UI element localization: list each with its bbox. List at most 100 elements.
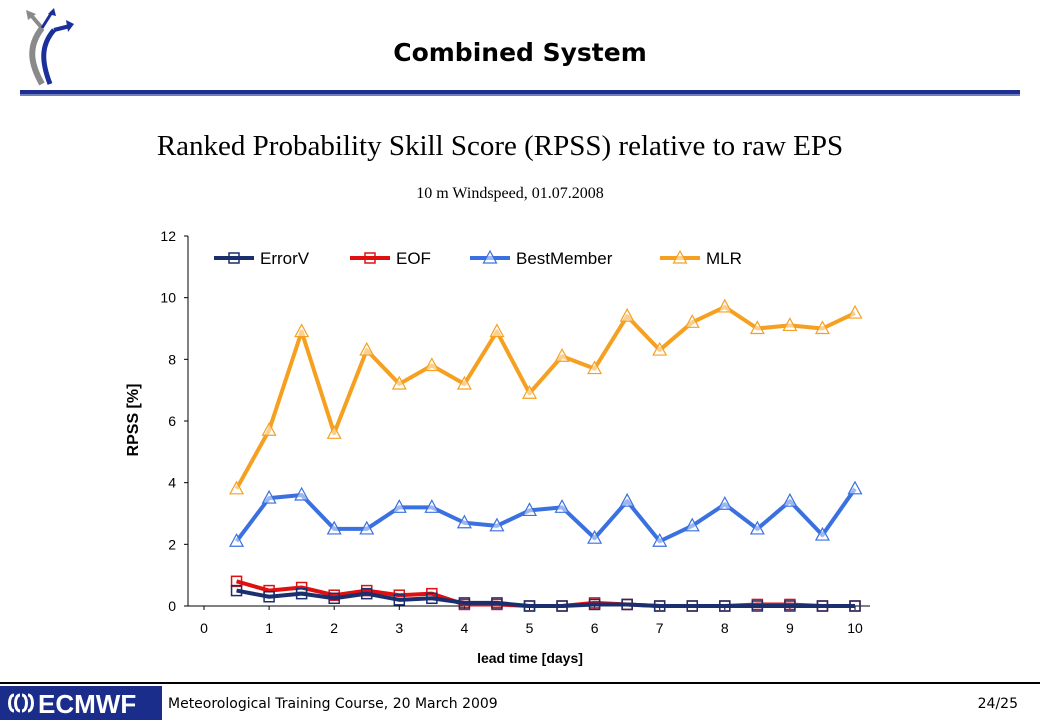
data-point-bestmember xyxy=(554,499,570,513)
data-point-bestmember xyxy=(814,526,830,541)
title-divider xyxy=(20,90,1020,96)
data-point-bestmember xyxy=(359,520,375,535)
data-point-errorv xyxy=(523,600,536,612)
y-axis-label: RPSS [%] xyxy=(125,384,142,457)
data-point-bestmember xyxy=(326,520,342,535)
data-point-bestmember xyxy=(424,499,440,513)
y-tick-label: 6 xyxy=(168,413,176,429)
data-point-errorv xyxy=(230,584,243,597)
x-tick-label: 0 xyxy=(200,620,208,636)
y-tick-label: 10 xyxy=(160,290,176,306)
data-point-bestmember xyxy=(717,495,733,510)
data-point-bestmember xyxy=(652,532,668,547)
data-point-bestmember xyxy=(587,529,603,544)
data-point-mlr xyxy=(294,323,310,338)
legend-label-mlr: MLR xyxy=(706,249,742,268)
data-point-mlr xyxy=(229,480,245,495)
slide-title: Combined System xyxy=(393,38,647,67)
series-line-bestmember xyxy=(234,487,857,544)
data-point-errorv xyxy=(849,600,861,612)
data-point-errorv xyxy=(263,591,275,603)
data-point-errorv xyxy=(295,587,308,600)
legend-marker-errorv xyxy=(228,252,240,264)
page-number: 24/25 xyxy=(977,696,1018,712)
data-point-bestmember xyxy=(847,480,863,495)
data-point-mlr xyxy=(847,304,863,319)
ecmwf-logo-text: ECMWF xyxy=(38,689,136,719)
data-point-bestmember xyxy=(782,492,798,507)
legend-label-errorv: ErrorV xyxy=(260,249,310,268)
footer-divider xyxy=(0,682,1040,684)
x-tick-label: 9 xyxy=(786,620,794,636)
x-tick-label: 7 xyxy=(656,620,664,636)
x-tick-label: 8 xyxy=(721,620,729,636)
ecmwf-footer-logo: ECMWF xyxy=(0,686,162,720)
data-point-mlr xyxy=(359,341,375,356)
data-point-mlr xyxy=(554,347,570,362)
legend-marker-bestmember xyxy=(482,249,498,264)
x-axis-label: lead time [days] xyxy=(477,650,583,666)
data-point-bestmember xyxy=(229,532,245,547)
legend-marker-mlr xyxy=(672,249,688,264)
footer-course-text: Meteorological Training Course, 20 March… xyxy=(168,696,498,712)
data-point-errorv xyxy=(458,597,471,609)
legend-label-bestmember: BestMember xyxy=(516,249,613,268)
data-point-mlr xyxy=(521,384,538,399)
legend-label-eof: EOF xyxy=(396,249,431,268)
data-point-errorv xyxy=(621,598,633,611)
data-point-bestmember xyxy=(391,499,407,513)
chart-title: Ranked Probability Skill Score (RPSS) re… xyxy=(156,130,844,162)
data-point-errorv xyxy=(393,594,406,606)
data-point-bestmember xyxy=(489,517,505,532)
data-point-mlr xyxy=(456,375,472,390)
legend-marker-eof xyxy=(364,252,376,264)
data-point-bestmember xyxy=(261,489,277,504)
data-point-errorv xyxy=(328,592,340,605)
data-point-errorv xyxy=(816,600,829,612)
chart-subtitle: 10 m Windspeed, 01.07.2008 xyxy=(416,185,604,202)
x-tick-label: 1 xyxy=(265,620,273,636)
data-point-mlr xyxy=(684,314,700,328)
data-point-mlr xyxy=(489,323,505,338)
data-point-errorv xyxy=(686,600,698,612)
data-point-bestmember xyxy=(749,520,765,535)
data-point-errorv xyxy=(426,592,438,605)
x-tick-label: 10 xyxy=(847,620,863,636)
data-point-errorv xyxy=(653,600,666,612)
y-tick-label: 0 xyxy=(168,598,176,614)
data-point-mlr xyxy=(326,425,342,439)
data-point-errorv xyxy=(491,597,503,609)
data-point-bestmember xyxy=(521,502,538,517)
data-point-mlr xyxy=(652,341,668,356)
data-point-mlr xyxy=(261,421,277,436)
data-point-mlr xyxy=(782,317,798,332)
data-point-errorv xyxy=(588,598,601,611)
y-tick-label: 2 xyxy=(168,536,176,552)
x-tick-label: 2 xyxy=(330,620,338,636)
data-point-errorv xyxy=(751,600,764,612)
x-tick-label: 5 xyxy=(526,620,534,636)
data-point-errorv xyxy=(361,587,373,600)
data-point-bestmember xyxy=(684,517,700,532)
data-point-bestmember xyxy=(456,514,472,529)
data-point-mlr xyxy=(814,320,830,335)
data-point-mlr xyxy=(717,298,733,313)
x-tick-label: 3 xyxy=(395,620,403,636)
ecmwf-wordmark-icon: ECMWF xyxy=(8,689,136,719)
data-point-bestmember xyxy=(294,486,310,501)
data-point-mlr xyxy=(749,320,765,335)
data-point-errorv xyxy=(719,600,731,612)
x-tick-label: 4 xyxy=(461,620,469,636)
data-point-mlr xyxy=(619,307,635,322)
y-tick-label: 4 xyxy=(168,475,176,491)
data-point-mlr xyxy=(424,357,440,372)
y-tick-label: 8 xyxy=(168,351,176,367)
data-point-mlr xyxy=(391,375,407,390)
data-point-errorv xyxy=(784,600,796,612)
series-line-mlr xyxy=(234,304,856,490)
ecmwf-arrows-logo xyxy=(26,8,74,86)
x-tick-label: 6 xyxy=(591,620,599,636)
data-point-errorv xyxy=(556,600,568,612)
data-point-bestmember xyxy=(619,492,635,507)
